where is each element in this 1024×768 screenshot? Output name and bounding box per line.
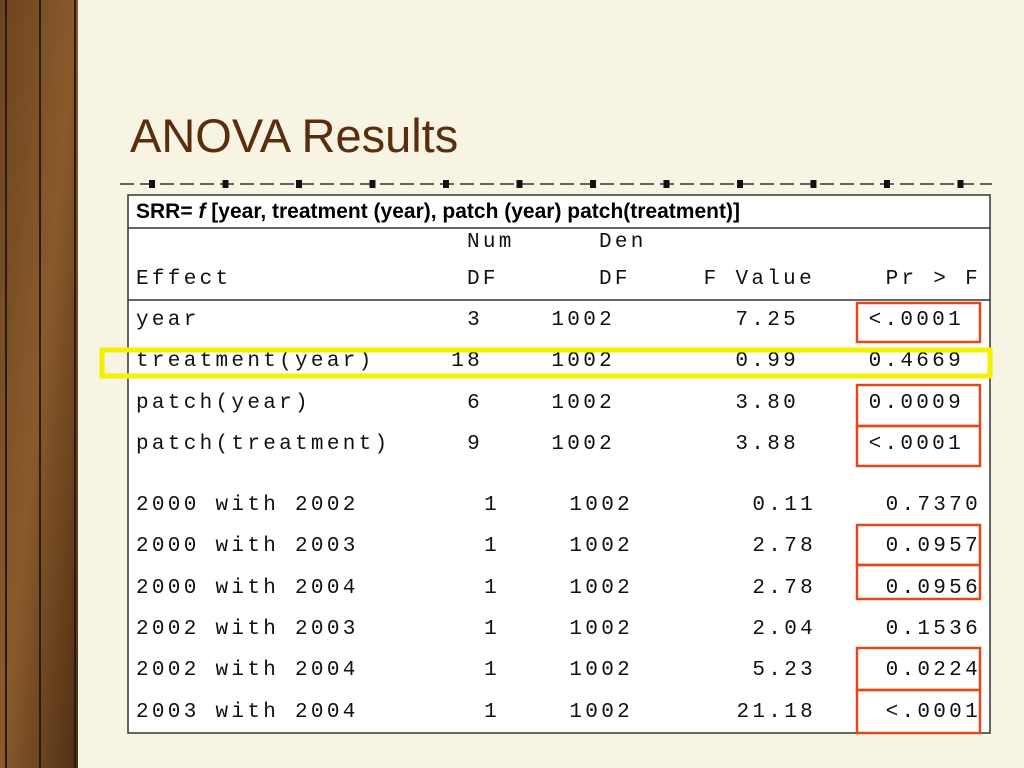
value-cell: 7.25	[735, 309, 799, 332]
model-args: [year, treatment (year), patch (year) pa…	[211, 200, 740, 223]
table-box	[127, 194, 991, 734]
value-cell: 0.11	[752, 494, 816, 517]
highlight-box	[855, 523, 982, 567]
header-cell: F Value	[703, 268, 815, 291]
highlight-box	[855, 424, 982, 468]
value-cell: 1	[484, 659, 500, 682]
model-prefix: SRR=	[136, 200, 193, 223]
value-cell: 1002	[569, 618, 633, 641]
highlight-box	[855, 301, 982, 344]
value-cell: 2.78	[752, 535, 816, 558]
value-cell: 1002	[569, 659, 633, 682]
effect-cell: treatment(year)	[136, 350, 375, 373]
value-cell: 18	[451, 350, 483, 373]
value-cell: 1	[484, 618, 500, 641]
value-cell: <.0001	[885, 701, 981, 724]
value-cell: 0.7370	[885, 494, 981, 517]
value-cell: 3.88	[735, 433, 799, 456]
row-highlight	[99, 347, 993, 379]
value-cell: <.0001	[868, 433, 964, 456]
value-cell: 0.1536	[885, 618, 981, 641]
model-function: f	[198, 200, 206, 223]
highlight-box	[855, 646, 982, 692]
effect-cell: 2002 with 2003	[136, 618, 359, 641]
effect-cell: 2000 with 2003	[136, 535, 359, 558]
value-cell: 1	[484, 577, 500, 600]
value-cell: 1002	[569, 577, 633, 600]
effect-cell: 2000 with 2002	[136, 494, 359, 517]
value-cell: <.0001	[868, 309, 964, 332]
value-cell: 9	[467, 433, 483, 456]
divider-dot	[810, 180, 817, 188]
value-cell: 5.23	[752, 659, 816, 682]
divider-dot	[957, 180, 964, 188]
header-cell: DF	[599, 268, 631, 291]
divider-dot	[443, 180, 449, 188]
highlight-box	[855, 563, 982, 601]
effect-cell: patch(year)	[136, 392, 311, 415]
effect-cell: 2003 with 2004	[136, 701, 359, 724]
value-cell: 0.0009	[868, 392, 964, 415]
header-cell: Num	[467, 231, 515, 254]
value-cell: 1002	[569, 494, 633, 517]
value-cell: 2.78	[752, 577, 816, 600]
value-cell: 0.0956	[885, 577, 981, 600]
model-line: SRR= f [year, treatment (year), patch (y…	[136, 200, 740, 224]
value-cell: 0.0957	[885, 535, 981, 558]
value-cell: 1002	[551, 433, 615, 456]
divider-dot	[296, 180, 302, 188]
value-cell: 1002	[551, 392, 615, 415]
value-cell: 1	[484, 701, 500, 724]
value-cell: 1002	[569, 535, 633, 558]
value-cell: 1	[484, 494, 500, 517]
value-cell: 1002	[569, 701, 633, 724]
header-cell: Effect	[136, 268, 232, 291]
value-cell: 0.4669	[868, 350, 964, 373]
value-cell: 2.04	[752, 618, 816, 641]
value-cell: 21.18	[736, 701, 816, 724]
header-cell: Pr > F	[885, 268, 981, 291]
divider-dot	[590, 180, 596, 188]
divider-dots	[149, 180, 964, 188]
value-cell: 1	[484, 535, 500, 558]
highlight-box	[855, 383, 982, 428]
header-cell: DF	[467, 268, 499, 291]
divider-dot	[737, 180, 743, 188]
divider-dot	[369, 180, 376, 188]
header-cell: Den	[599, 231, 647, 254]
value-cell: 1002	[551, 350, 615, 373]
value-cell: 3	[467, 309, 483, 332]
value-cell: 0.99	[735, 350, 799, 373]
value-cell: 1002	[551, 309, 615, 332]
value-cell: 6	[467, 392, 483, 415]
divider-dot	[663, 180, 670, 188]
value-cell: 0.0224	[885, 659, 981, 682]
divider-dot	[516, 180, 523, 188]
divider-dot	[884, 180, 890, 188]
effect-cell: patch(treatment)	[136, 433, 391, 456]
effect-cell: year	[136, 309, 200, 332]
divider-dot	[222, 180, 229, 188]
slide-title: ANOVA Results	[130, 109, 459, 162]
divider-dot	[149, 180, 155, 188]
effect-cell: 2000 with 2004	[136, 577, 359, 600]
value-cell: 3.80	[735, 392, 799, 415]
effect-cell: 2002 with 2004	[136, 659, 359, 682]
highlight-box	[855, 688, 982, 735]
